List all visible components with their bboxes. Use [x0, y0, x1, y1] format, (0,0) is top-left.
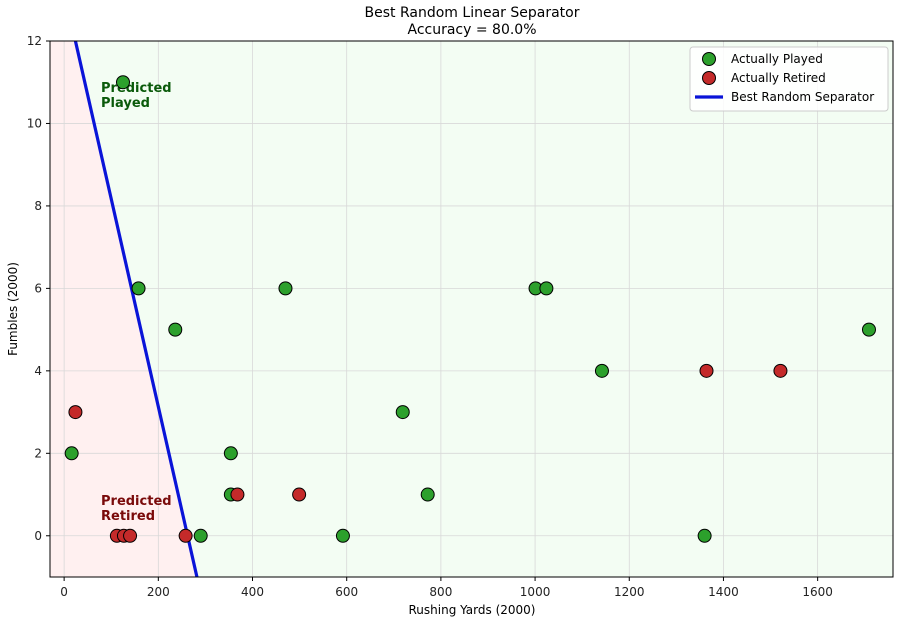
retired-series [68, 363, 788, 543]
plot-frame [49, 40, 894, 578]
legend-retired-marker [702, 71, 716, 85]
y-tick-label: 2 [34, 446, 42, 460]
legend-retired-label: Actually Retired [731, 71, 826, 85]
legend-box [689, 46, 889, 112]
played-region [50, 41, 893, 577]
retired-point [230, 487, 245, 502]
x-tick-label: 200 [147, 585, 170, 599]
played-point [335, 528, 350, 543]
x-tick-label: 600 [335, 585, 358, 599]
y-tick-label: 10 [27, 116, 42, 130]
predicted-retired-label: Retired [101, 509, 155, 524]
x-tick-label: 800 [429, 585, 452, 599]
y-tick-label: 0 [34, 529, 42, 543]
separator-line [73, 41, 199, 577]
y-tick-label: 12 [27, 34, 42, 48]
retired-point [68, 405, 83, 420]
y-tick-label: 4 [34, 364, 42, 378]
y-tick-label: 6 [34, 281, 42, 295]
played-point [115, 75, 130, 90]
y-axis-label: Fumbles (2000) [6, 262, 20, 356]
x-tick-label: 1200 [614, 585, 645, 599]
legend-separator-label: Best Random Separator [731, 90, 874, 104]
x-tick-label: 1000 [520, 585, 551, 599]
x-tick-label: 1600 [802, 585, 833, 599]
retired-point [773, 363, 788, 378]
y-tick-label: 8 [34, 199, 42, 213]
x-tick-label: 1400 [708, 585, 739, 599]
played-point [697, 528, 712, 543]
retired-region [50, 41, 197, 577]
predicted-played-label: Predicted [101, 81, 172, 96]
played-point [539, 281, 554, 296]
played-point [223, 446, 238, 461]
retired-point [178, 528, 193, 543]
x-axis-label: Rushing Yards (2000) [409, 603, 536, 617]
played-point [420, 487, 435, 502]
legend: Actually Played Actually Retired Best Rand… [689, 46, 889, 112]
played-point [594, 363, 609, 378]
axes: 0 200 400 600 800 1000 1200 1400 1600 0 2 4 6 8 10 12 [27, 34, 833, 599]
retired-point [123, 528, 138, 543]
played-point [395, 405, 410, 420]
played-point [64, 446, 79, 461]
predicted-played-label: Played [101, 96, 150, 111]
chart-title: Best Random Linear Separator [365, 5, 580, 21]
played-point [131, 281, 146, 296]
played-point [168, 322, 183, 337]
x-tick-label: 0 [60, 585, 68, 599]
retired-point [292, 487, 307, 502]
x-tick-label: 400 [241, 585, 264, 599]
predicted-retired-label: Predicted [101, 494, 172, 509]
played-point [278, 281, 293, 296]
retired-point [699, 363, 714, 378]
chart-subtitle: Accuracy = 80.0% [407, 22, 536, 38]
legend-played-label: Actually Played [731, 52, 823, 66]
played-point [861, 322, 876, 337]
played-point [193, 528, 208, 543]
legend-played-marker [702, 52, 716, 66]
